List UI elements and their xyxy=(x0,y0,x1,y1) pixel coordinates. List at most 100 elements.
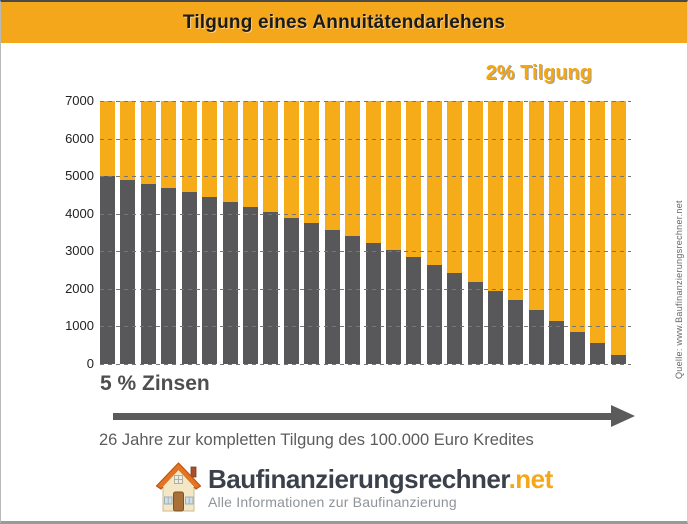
bar-segment-tilgung xyxy=(284,101,299,218)
bar-segment-zinsen xyxy=(263,212,278,364)
bar-segment-tilgung xyxy=(366,101,381,243)
bar-segment-zinsen xyxy=(549,321,564,364)
stacked-bar-year-21 xyxy=(508,101,523,364)
stacked-bar-year-19 xyxy=(468,101,483,364)
tilgung-legend-label: 2% Tilgung xyxy=(485,62,592,84)
logo-brand-text: Baufinanzierungsrechner xyxy=(208,464,509,494)
logo-tld-text: .net xyxy=(508,464,554,494)
bar-segment-tilgung xyxy=(447,101,462,273)
stacked-bar-year-6 xyxy=(202,101,217,364)
gridline-3000 xyxy=(100,251,631,252)
bar-segment-zinsen xyxy=(508,300,523,364)
logo-tagline: Alle Informationen zur Baufinanzierung xyxy=(208,494,457,510)
bar-segment-tilgung xyxy=(386,101,401,250)
stacked-bar-year-26 xyxy=(611,101,626,364)
stacked-bar-year-4 xyxy=(161,101,176,364)
stacked-bar-year-16 xyxy=(406,101,421,364)
bar-segment-zinsen xyxy=(468,282,483,364)
bar-segment-zinsen xyxy=(447,273,462,364)
stacked-bar-year-22 xyxy=(529,101,544,364)
bar-segment-zinsen xyxy=(529,310,544,364)
stacked-bar-year-7 xyxy=(223,101,238,364)
stacked-bar-year-18 xyxy=(447,101,462,364)
bar-segment-tilgung xyxy=(161,101,176,188)
bar-segment-tilgung xyxy=(345,101,360,236)
stacked-bar-year-17 xyxy=(427,101,442,364)
stacked-bar-year-20 xyxy=(488,101,503,364)
timeline-arrow xyxy=(113,405,635,427)
stacked-bar-year-9 xyxy=(263,101,278,364)
bar-segment-zinsen xyxy=(406,257,421,364)
source-credit: Quelle: www.Baufinanzierungsrechner.net xyxy=(674,200,684,380)
bar-segment-zinsen xyxy=(223,202,238,364)
bar-segment-zinsen xyxy=(611,355,626,364)
stacked-bar-year-14 xyxy=(366,101,381,364)
timeline-arrow-shaft xyxy=(113,413,611,420)
stacked-bar-year-5 xyxy=(182,101,197,364)
y-axis-tick-3000: 3000 xyxy=(65,243,94,258)
bar-segment-zinsen xyxy=(243,207,258,364)
bar-segment-zinsen xyxy=(120,180,135,364)
y-axis-tick-6000: 6000 xyxy=(65,131,94,146)
stacked-bar-year-10 xyxy=(284,101,299,364)
gridline-7000 xyxy=(100,101,631,102)
bar-segment-tilgung xyxy=(611,101,626,355)
bar-segment-tilgung xyxy=(120,101,135,180)
gridline-1000 xyxy=(100,326,631,327)
bar-segment-zinsen xyxy=(488,291,503,364)
bar-segment-tilgung xyxy=(427,101,442,265)
stacked-bar-year-1 xyxy=(100,101,115,364)
y-axis-tick-1000: 1000 xyxy=(65,318,94,333)
bar-segment-tilgung xyxy=(202,101,217,197)
chart-caption: 26 Jahre zur kompletten Tilgung des 100.… xyxy=(99,431,534,449)
bar-segment-tilgung xyxy=(549,101,564,321)
logo-wordmark: Baufinanzierungsrechner.net xyxy=(208,466,553,493)
gridline-4000 xyxy=(100,214,631,215)
bar-segment-tilgung xyxy=(488,101,503,291)
bar-segment-tilgung xyxy=(325,101,340,230)
timeline-arrow-head xyxy=(611,405,635,427)
gridline-2000 xyxy=(100,289,631,290)
y-axis-tick-2000: 2000 xyxy=(65,281,94,296)
bar-segment-zinsen xyxy=(202,197,217,364)
bar-segment-zinsen xyxy=(427,265,442,364)
house-icon xyxy=(155,462,202,512)
title-bar: Tilgung eines Annuitätendarlehens xyxy=(1,2,687,43)
stacked-bar-year-24 xyxy=(570,101,585,364)
bar-segment-zinsen xyxy=(570,332,585,364)
bar-segment-zinsen xyxy=(345,236,360,364)
y-axis-tick-0: 0 xyxy=(86,356,94,371)
zinsen-legend-label: 5 % Zinsen xyxy=(100,372,210,395)
stacked-bar-year-12 xyxy=(325,101,340,364)
bar-segment-zinsen xyxy=(141,184,156,364)
bar-segment-zinsen xyxy=(366,243,381,364)
gridline-6000 xyxy=(100,139,631,140)
gridline-5000 xyxy=(100,176,631,177)
page-title: Tilgung eines Annuitätendarlehens xyxy=(182,11,506,33)
y-axis-tick-5000: 5000 xyxy=(65,168,94,183)
stacked-bar-year-11 xyxy=(304,101,319,364)
brand-logo: Baufinanzierungsrechner.net Alle Informa… xyxy=(155,461,553,514)
bar-segment-tilgung xyxy=(590,101,605,343)
stacked-bar-year-13 xyxy=(345,101,360,364)
stacked-bar-year-23 xyxy=(549,101,564,364)
bar-segment-tilgung xyxy=(141,101,156,184)
bar-segment-tilgung xyxy=(223,101,238,202)
bar-segment-tilgung xyxy=(508,101,523,300)
bar-segment-zinsen xyxy=(182,192,197,364)
stacked-bar-year-8 xyxy=(243,101,258,364)
bar-segment-tilgung xyxy=(182,101,197,192)
y-axis-tick-4000: 4000 xyxy=(65,206,94,221)
bar-segment-zinsen xyxy=(284,218,299,364)
stacked-bar-year-15 xyxy=(386,101,401,364)
bar-segment-zinsen xyxy=(304,223,319,364)
bar-segment-tilgung xyxy=(468,101,483,282)
bar-segment-tilgung xyxy=(570,101,585,332)
bar-segment-tilgung xyxy=(304,101,319,223)
y-axis-tick-7000: 7000 xyxy=(65,93,94,108)
stacked-bar-year-2 xyxy=(120,101,135,364)
bar-segment-zinsen xyxy=(590,343,605,364)
bar-segment-zinsen xyxy=(325,230,340,364)
